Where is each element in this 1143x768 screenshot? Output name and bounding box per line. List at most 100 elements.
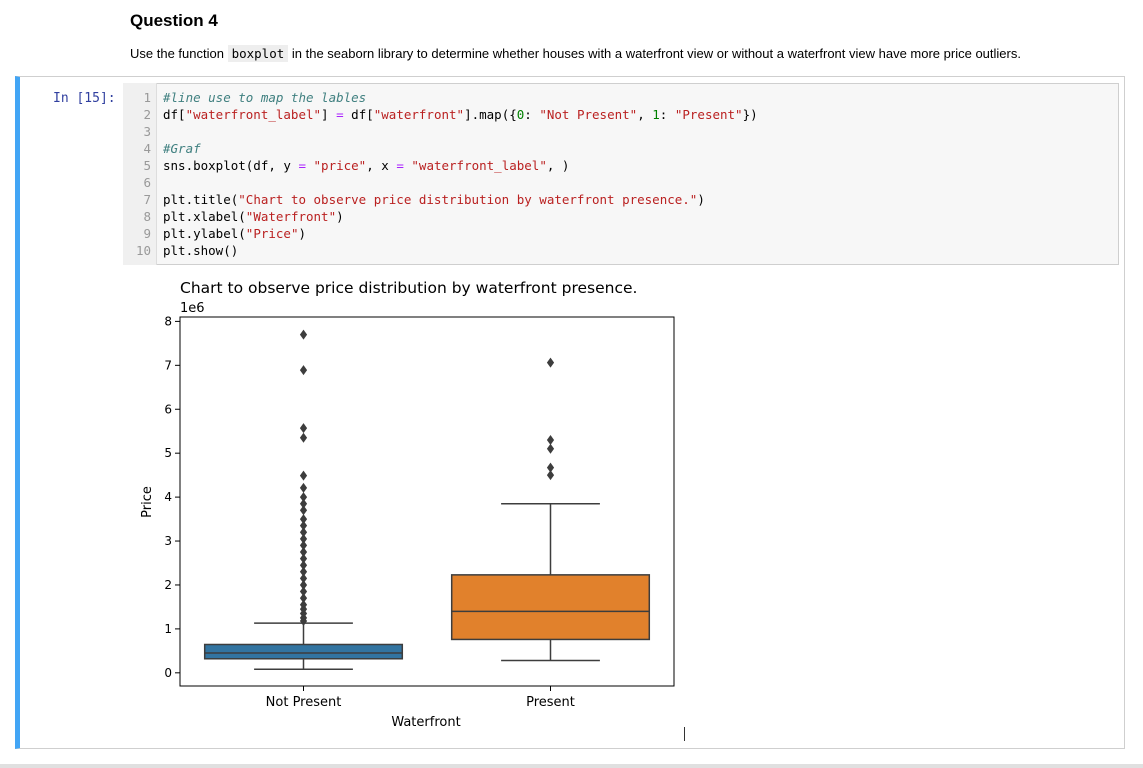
code-token: "Not Present" (539, 107, 638, 122)
outlier-point (299, 423, 308, 434)
box-body (450, 574, 651, 641)
code-line[interactable]: 6 (123, 174, 163, 191)
y-offset-label: 1e6 (180, 301, 205, 316)
question-text-after: in the seaborn library to determine whet… (291, 46, 1021, 61)
y-tick-label: 5 (164, 446, 172, 460)
question-text-before: Use the function (130, 46, 224, 61)
code-token: "price" (313, 158, 367, 173)
outlier-point (299, 553, 308, 564)
outlier-point (299, 540, 308, 551)
code-line[interactable]: 7 plt.title("Chart to observe price distr… (123, 191, 705, 208)
plot-area: 0 1 2 3 4 5 6 7 8 Not Present Present (164, 314, 675, 710)
y-tick-label: 1 (164, 622, 172, 636)
outlier-point (299, 527, 308, 538)
code-line[interactable]: 9 plt.ylabel("Price") (123, 225, 306, 242)
code-token: ) (336, 209, 344, 224)
code-token: }) (742, 107, 758, 122)
question-title: Question 4 (130, 11, 218, 30)
y-tick-label: 0 (164, 666, 172, 680)
code-line[interactable]: 5 sns.boxplot(df, y = "price", x = "water… (123, 157, 569, 174)
outlier-point (299, 579, 308, 590)
code-line[interactable]: 2 df["waterfront_label"] = df["waterfront… (123, 106, 758, 123)
code-line[interactable]: 1 #line use to map the lables (123, 89, 366, 106)
code-token: "Present" (674, 107, 743, 122)
code-token: 0 (516, 107, 525, 122)
line-number: 1 (143, 90, 151, 105)
outlier-point (299, 432, 308, 443)
code-token: "Chart to observe price distribution by … (238, 192, 698, 207)
code-token: 1 (652, 107, 660, 122)
outlier-point (299, 492, 308, 503)
y-tick-label: 8 (164, 314, 172, 328)
outlier-point (299, 615, 308, 626)
outlier-point (299, 514, 308, 525)
code-token: "waterfront_label" (185, 107, 322, 122)
outlier-point (299, 329, 308, 340)
code-editor[interactable] (123, 83, 1119, 265)
line-number-gutter (123, 83, 157, 265)
outlier-point (546, 443, 555, 454)
code-token: plt.xlabel( (163, 209, 246, 224)
outlier-point (299, 482, 308, 493)
code-token: , ) (546, 158, 570, 173)
code-token: #line use to map the lables (163, 90, 367, 105)
plot-frame (179, 316, 675, 687)
outlier-point (546, 462, 555, 473)
code-token: plt.show() (163, 243, 239, 258)
line-number: 6 (143, 175, 151, 190)
outlier-point (299, 498, 308, 509)
code-token: = (396, 158, 404, 173)
outlier-point (299, 365, 308, 376)
code-token: : (659, 107, 675, 122)
line-number: 3 (143, 124, 151, 139)
y-tick-label: 7 (164, 358, 172, 372)
code-token: plt.title( (163, 192, 239, 207)
code-line[interactable]: 8 plt.xlabel("Waterfront") (123, 208, 344, 225)
page-bottom-border (0, 764, 1143, 768)
chart-title: Chart to observe price distribution by w… (180, 279, 637, 297)
line-number: 10 (135, 243, 151, 258)
x-tick-label: Present (526, 695, 575, 710)
question-text: Use the function boxplot in the seaborn … (130, 45, 1021, 62)
outlier-point (299, 566, 308, 577)
outlier-point (299, 520, 308, 531)
y-tick-label: 4 (164, 490, 172, 504)
outlier-point (299, 573, 308, 584)
code-line[interactable]: 4 #Graf (123, 140, 200, 157)
line-number: 5 (143, 158, 151, 173)
cell-prompt: In [15]: (53, 91, 116, 106)
code-token: "Price" (245, 226, 299, 241)
outlier-point (546, 435, 555, 445)
code-token: ) (697, 192, 705, 207)
outlier-point (299, 586, 308, 597)
code-token: ] (321, 107, 337, 122)
y-tick-label: 6 (164, 402, 172, 416)
box-body (203, 643, 404, 660)
code-token: ) (298, 226, 307, 241)
outlier-point (546, 470, 555, 481)
outlier-point (299, 560, 308, 571)
code-token: "Waterfront" (245, 209, 337, 224)
code-token: ].map({ (464, 107, 517, 122)
y-tick-label: 2 (164, 578, 172, 592)
outlier-point (299, 547, 308, 558)
markdown-cell: Question 4 Use the function boxplot in t… (0, 0, 1143, 74)
code-cell[interactable] (15, 76, 1125, 749)
code-token: "waterfront" (373, 107, 465, 122)
text-cursor (684, 727, 685, 741)
code-token: plt.ylabel( (163, 226, 246, 241)
boxplot-chart: Chart to observe price distribution by w… (140, 279, 675, 730)
line-number: 4 (143, 141, 151, 156)
code-line[interactable]: 10 plt.show() (123, 242, 238, 259)
outlier-point (546, 357, 555, 368)
line-number: 2 (143, 107, 151, 122)
code-token: , (637, 107, 653, 122)
code-line[interactable]: 3 (123, 123, 163, 140)
inline-code: boxplot (227, 45, 289, 62)
y-axis-label: Price (140, 486, 155, 518)
code-token: , x (366, 158, 397, 173)
code-token: df[ (163, 107, 186, 122)
line-number: 8 (143, 209, 151, 224)
line-number: 7 (143, 192, 151, 207)
outlier-point (299, 533, 308, 544)
